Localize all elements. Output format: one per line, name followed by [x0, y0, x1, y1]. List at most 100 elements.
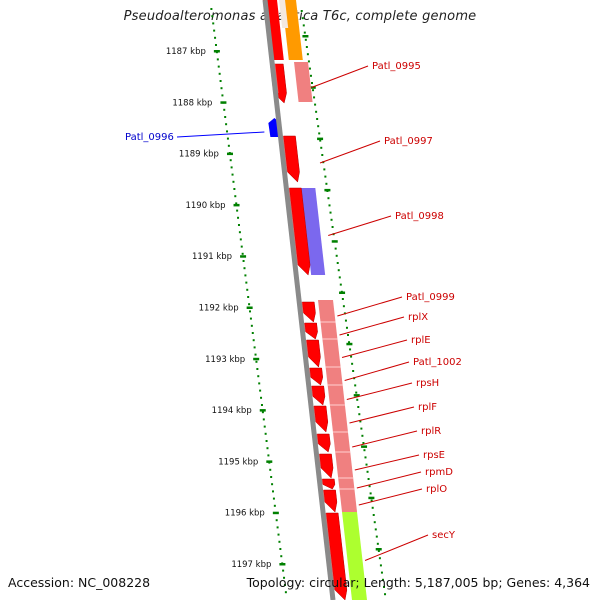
kbp-tick-right	[368, 497, 374, 500]
ruler-dot	[237, 217, 239, 219]
ruler-dot	[249, 310, 251, 312]
gene-rple-label[interactable]: rplE	[411, 335, 431, 346]
gene-rpmd[interactable]	[322, 479, 335, 489]
ruler-dot	[234, 195, 236, 197]
gene-rplo[interactable]	[324, 490, 337, 512]
gene-patl-0996-label[interactable]: Patl_0996	[125, 132, 174, 143]
ruler-dot	[264, 426, 266, 428]
ruler-dot	[227, 138, 229, 140]
ruler-dot	[266, 440, 268, 442]
gene-rplr-label[interactable]: rplR	[421, 426, 441, 437]
gene-rplf[interactable]	[314, 406, 328, 432]
ruler-dot	[316, 118, 318, 120]
gene-rplx-label[interactable]: rplX	[408, 312, 428, 323]
gene-rpsh[interactable]	[312, 386, 325, 405]
ruler-dot	[266, 447, 268, 449]
ruler-dot	[379, 557, 381, 559]
ruler-dot	[243, 260, 245, 262]
kbp-tick	[247, 307, 253, 310]
gene-rplo-label[interactable]: rplO	[426, 484, 447, 495]
kbp-tick	[227, 153, 233, 156]
gene-patl-0997-label[interactable]: Patl_0997	[384, 136, 433, 147]
gene-rpmd-leader	[357, 472, 421, 488]
kbp-tick	[260, 409, 266, 412]
kbp-tick	[253, 358, 259, 361]
ruler-dot	[327, 197, 329, 199]
kbp-tick	[220, 101, 226, 104]
gene-rpse[interactable]	[319, 454, 333, 478]
ruler-dot	[361, 435, 363, 437]
ruler-dot	[325, 183, 327, 185]
ruler-dot	[354, 384, 356, 386]
kbp-tick-label: 1194 kbp	[212, 406, 252, 416]
ruler-dot	[282, 570, 284, 572]
ruler-dot	[338, 269, 340, 271]
ruler-dot	[226, 130, 228, 132]
ruler-dot	[219, 73, 221, 75]
gene-rplr-leader	[352, 431, 417, 447]
ruler-dot	[313, 96, 315, 98]
gene-secy-label[interactable]: secY	[432, 530, 456, 541]
ruler-dot	[349, 348, 351, 350]
ruler-dot	[236, 210, 238, 212]
gene-patl-1002[interactable]	[310, 368, 323, 385]
ruler-dot	[374, 521, 376, 523]
ruler-dot	[370, 492, 372, 494]
ruler-dot	[271, 483, 273, 485]
ruler-dot	[309, 68, 311, 70]
kbp-tick-right	[317, 138, 323, 141]
ruler-dot	[324, 176, 326, 178]
ruler-dot	[253, 339, 255, 341]
gene-patl-0995-label[interactable]: Patl_0995	[372, 61, 421, 72]
gene-patl-1002-label[interactable]: Patl_1002	[413, 357, 462, 368]
ruler-dot	[215, 44, 217, 46]
gene-rpse-label[interactable]: rpsE	[423, 450, 445, 461]
gene-patl-0995-leader	[311, 66, 368, 88]
gene-patl-0999-label[interactable]: Patl_0999	[406, 292, 455, 303]
gene-patl-0998-label[interactable]: Patl_0998	[395, 211, 444, 222]
gene-rplx[interactable]	[305, 323, 318, 339]
ruler-dot	[323, 168, 325, 170]
ruler-dot	[250, 318, 252, 320]
ruler-dot	[351, 363, 353, 365]
gene-patl-0999[interactable]	[302, 302, 315, 322]
ruler-dot	[368, 478, 370, 480]
ruler-dot	[310, 75, 312, 77]
gene-rplf-label[interactable]: rplF	[418, 402, 437, 413]
ruler-dot	[278, 541, 280, 543]
gene-rpsh-label[interactable]: rpsH	[416, 378, 439, 389]
ruler-dot	[232, 181, 234, 183]
ruler-dot	[220, 80, 222, 82]
ruler-dot	[373, 514, 375, 516]
ruler-dot	[356, 399, 358, 401]
ruler-dot	[244, 274, 246, 276]
ruler-dot	[340, 284, 342, 286]
gene-rplr[interactable]	[317, 434, 330, 452]
ruler-dot	[377, 543, 379, 545]
kbp-tick	[273, 512, 279, 515]
gene-patl-0997-leader	[320, 141, 380, 163]
genome-map[interactable]: 1187 kbp1188 kbp1189 kbp1190 kbp1191 kbp…	[0, 0, 600, 600]
ruler-dot	[312, 89, 314, 91]
ruler-dot	[242, 253, 244, 255]
ruler-dot	[211, 15, 213, 17]
ruler-dot	[233, 188, 235, 190]
ruler-dot	[346, 327, 348, 329]
ruler-dot	[252, 332, 254, 334]
kbp-tick-right	[324, 189, 330, 192]
ruler-dot	[301, 10, 303, 12]
ruler-dot	[240, 238, 242, 240]
ruler-dot	[331, 219, 333, 221]
ruler-dot	[306, 46, 308, 48]
ruler-dot	[259, 390, 261, 392]
ruler-dot	[274, 505, 276, 507]
ruler-dot	[277, 526, 279, 528]
kbp-tick-label: 1196 kbp	[225, 509, 265, 519]
gene-rpmd-label[interactable]: rpmD	[425, 467, 453, 478]
ruler-dot	[246, 289, 248, 291]
gene-secy-leader	[365, 535, 428, 561]
kbp-tick	[240, 255, 246, 258]
kbp-tick-label: 1192 kbp	[199, 304, 239, 314]
ruler-dot	[330, 212, 332, 214]
ruler-dot	[267, 454, 269, 456]
